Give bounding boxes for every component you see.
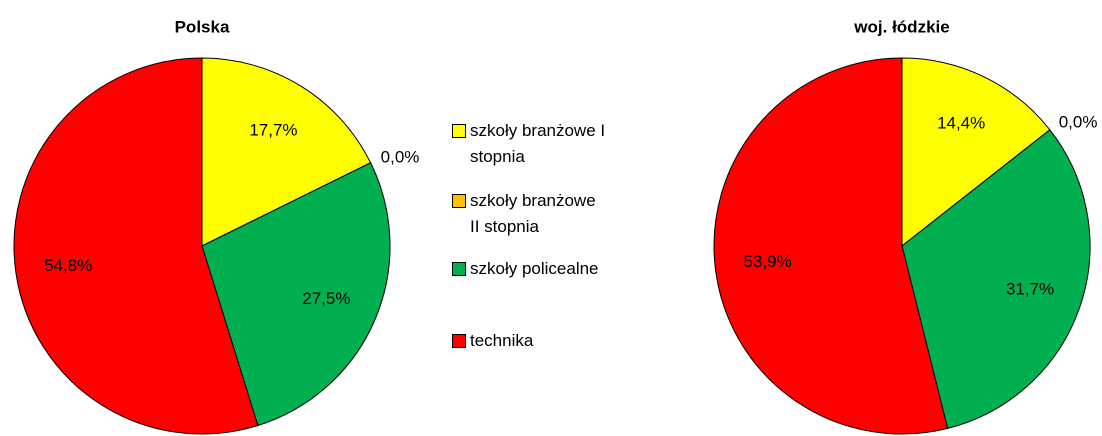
chart-title: Polska: [175, 17, 230, 36]
data-label: 53,9%: [744, 252, 792, 271]
legend-label: szkoły policealne: [470, 259, 599, 278]
pie-slice: [201, 57, 372, 247]
chart-title: woj. łódzkie: [853, 17, 949, 36]
data-label: 14,4%: [937, 114, 985, 133]
data-label: 0,0%: [1059, 112, 1098, 131]
legend-label: technika: [470, 331, 534, 350]
legend-swatch: [452, 262, 466, 276]
legend-swatch: [452, 194, 466, 208]
legend-label: szkoły branżowe II stopnia: [470, 191, 596, 236]
legend-swatch: [452, 334, 466, 348]
pie-slice: [901, 57, 1051, 248]
data-label: 17,7%: [249, 121, 297, 140]
pie-slice: [713, 57, 949, 435]
legend-item: technika: [452, 328, 533, 354]
data-label: 31,7%: [1006, 279, 1054, 298]
legend-item: szkoły policealne: [452, 256, 599, 282]
legend-item: szkoły branżowe I stopnia: [452, 118, 606, 170]
pie-slice: [901, 129, 1091, 429]
legend-swatch: [452, 124, 466, 138]
data-label: 27,5%: [302, 289, 350, 308]
pie-slice: [13, 57, 259, 435]
pie-slice: [201, 162, 391, 427]
data-label: 0,0%: [381, 147, 420, 166]
legend-item: szkoły branżowe II stopnia: [452, 188, 606, 240]
data-label: 54,8%: [44, 256, 92, 275]
legend-label: szkoły branżowe I stopnia: [470, 121, 606, 166]
